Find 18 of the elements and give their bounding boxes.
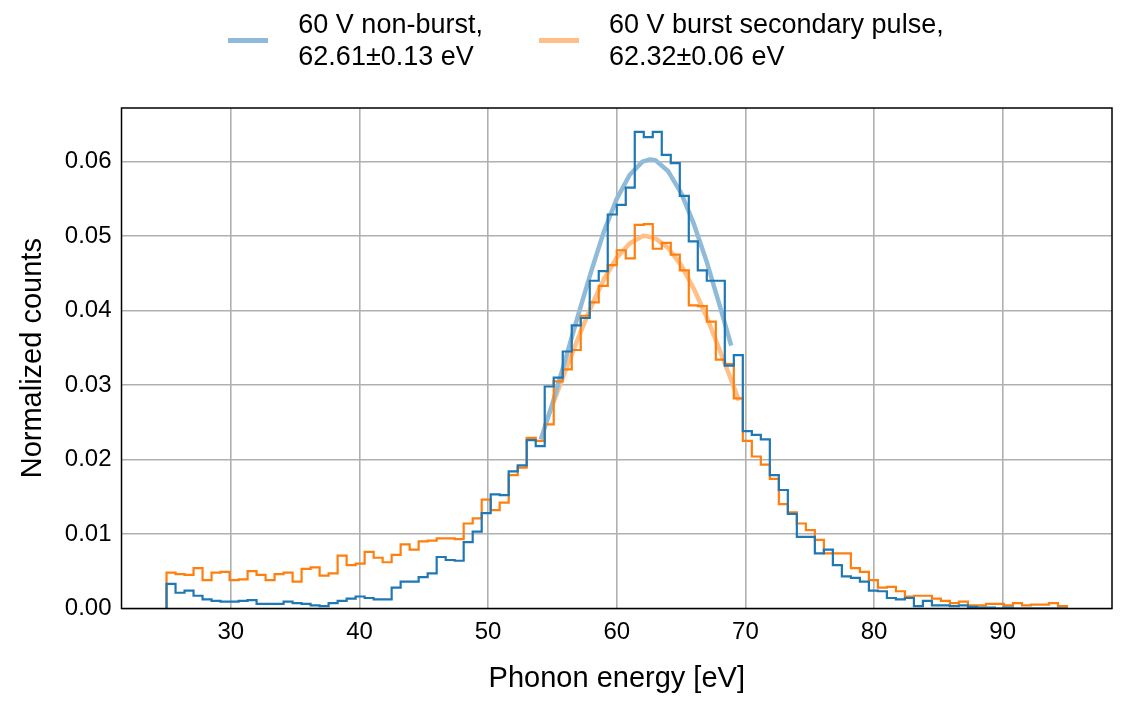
y-tick-label: 0.00 <box>64 593 112 621</box>
x-tick-label: 40 <box>346 617 373 645</box>
x-tick-label: 70 <box>732 617 759 645</box>
y-tick-label: 0.03 <box>64 369 112 397</box>
y-tick-label: 0.04 <box>64 295 112 323</box>
x-tick-label: 50 <box>474 617 502 645</box>
x-tick-label: 30 <box>217 617 245 645</box>
x-tick-label: 60 <box>603 617 631 645</box>
x-tick-label: 80 <box>860 617 888 645</box>
y-tick-label: 0.06 <box>64 146 112 174</box>
x-axis-title: Phonon energy [eV] <box>488 660 745 693</box>
y-tick-label: 0.05 <box>64 220 112 248</box>
y-tick-label: 0.01 <box>64 518 112 546</box>
y-axis-title: Normalized counts <box>15 238 48 479</box>
legend-label: 60 V non-burst, 62.61±0.13 eV <box>298 8 483 72</box>
legend-label: 60 V burst secondary pulse, 62.32±0.06 eV <box>608 8 944 72</box>
y-tick-label: 0.02 <box>64 444 112 472</box>
x-tick-label: 90 <box>989 617 1017 645</box>
